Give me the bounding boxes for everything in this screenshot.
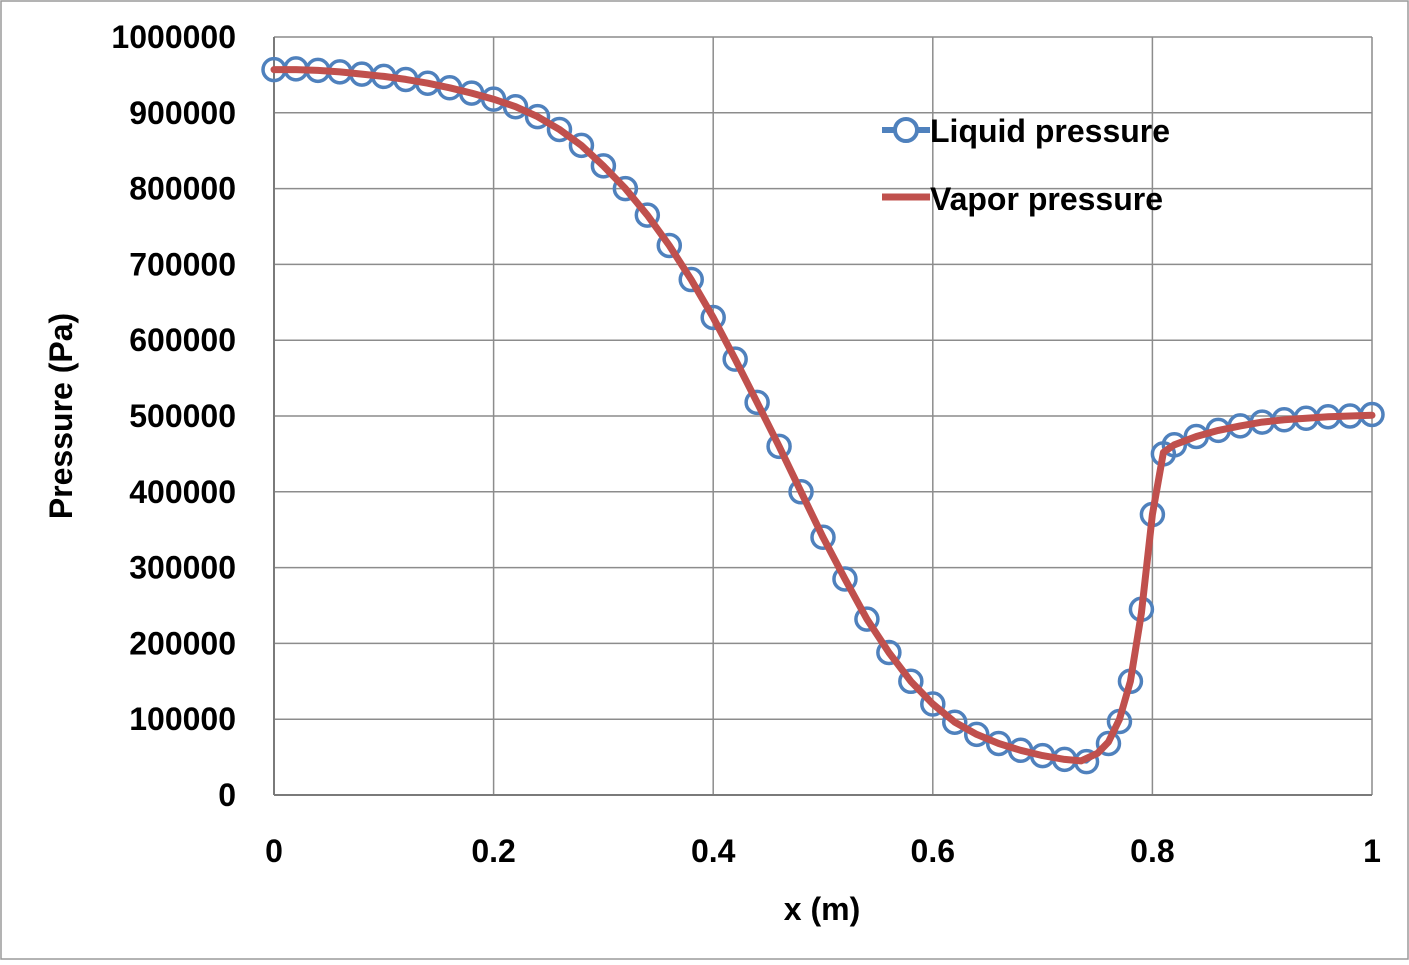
legend-item-vapor: Vapor pressure bbox=[882, 181, 1163, 217]
y-tick-label: 300000 bbox=[129, 550, 236, 586]
liquid-pressure-point bbox=[766, 433, 792, 460]
liquid-pressure-point bbox=[546, 116, 573, 143]
liquid-pressure-point bbox=[963, 721, 990, 748]
liquid-pressure-point bbox=[788, 479, 814, 505]
liquid-pressure-point bbox=[722, 346, 748, 372]
x-tick-labels: 0 0.2 0.4 0.6 0.8 1 bbox=[265, 833, 1381, 869]
liquid-pressure-point bbox=[876, 639, 902, 666]
liquid-pressure-point bbox=[700, 304, 726, 331]
legend-vapor-label: Vapor pressure bbox=[930, 181, 1163, 217]
y-tick-label: 600000 bbox=[129, 322, 236, 358]
liquid-pressure-point bbox=[568, 132, 595, 159]
legend-liquid-marker bbox=[893, 117, 919, 143]
liquid-pressure-point bbox=[590, 153, 617, 179]
legend-item-liquid: Liquid pressure bbox=[882, 113, 1170, 149]
plot-axes bbox=[273, 37, 1372, 796]
liquid-pressure-point bbox=[524, 103, 551, 130]
liquid-pressure-point bbox=[656, 232, 683, 259]
y-tick-label: 100000 bbox=[129, 701, 236, 737]
liquid-pressure-point bbox=[920, 691, 946, 717]
x-tick-label: 0.8 bbox=[1130, 833, 1174, 869]
liquid-pressure-point bbox=[832, 566, 858, 592]
liquid-pressure-point bbox=[634, 202, 661, 228]
x-tick-label: 0 bbox=[265, 833, 283, 869]
liquid-pressure-point bbox=[612, 175, 639, 202]
liquid-pressure-point bbox=[678, 266, 704, 293]
liquid-pressure-point bbox=[854, 606, 880, 632]
y-tick-label: 1000000 bbox=[111, 19, 236, 55]
liquid-pressure-point bbox=[942, 709, 968, 735]
y-tick-label: 900000 bbox=[129, 95, 236, 131]
y-tick-labels: 0 100000 200000 300000 400000 500000 600000 700… bbox=[111, 19, 236, 813]
y-tick-label: 0 bbox=[218, 777, 236, 813]
x-tick-label: 0.4 bbox=[691, 833, 736, 869]
liquid-pressure-point bbox=[1095, 730, 1122, 757]
y-tick-label: 700000 bbox=[129, 246, 236, 282]
series-layer bbox=[261, 56, 1385, 775]
x-tick-label: 0.2 bbox=[471, 833, 515, 869]
x-tick-label: 1 bbox=[1363, 833, 1381, 869]
liquid-pressure-point bbox=[744, 389, 770, 416]
x-axis-title: x (m) bbox=[784, 891, 860, 927]
legend: Liquid pressure Vapor pressure bbox=[882, 113, 1170, 217]
liquid-pressure-point bbox=[1161, 432, 1188, 458]
liquid-pressure-point bbox=[502, 93, 529, 120]
vapor-pressure-line bbox=[270, 66, 1376, 765]
y-tick-label: 400000 bbox=[129, 474, 236, 510]
liquid-pressure-point bbox=[810, 524, 836, 551]
x-tick-label: 0.6 bbox=[911, 833, 955, 869]
y-tick-label: 200000 bbox=[129, 625, 236, 661]
y-tick-label: 500000 bbox=[129, 398, 236, 434]
liquid-pressure-point bbox=[898, 668, 924, 695]
y-tick-label: 800000 bbox=[129, 171, 236, 207]
legend-liquid-label: Liquid pressure bbox=[930, 113, 1170, 149]
y-axis-title: Pressure (Pa) bbox=[43, 313, 79, 519]
